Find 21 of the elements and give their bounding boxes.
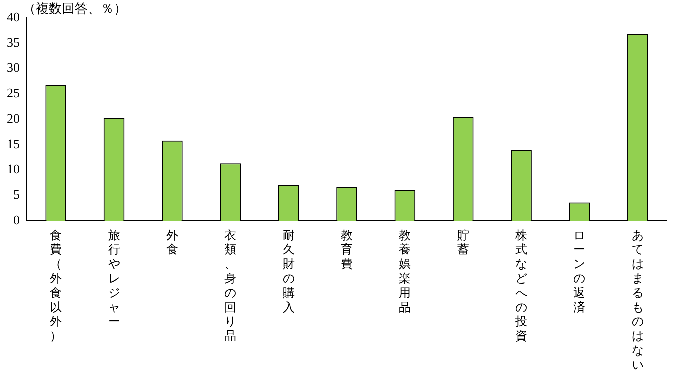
y-tick-label: 10: [7, 162, 20, 177]
x-tick-label: 貯蓄: [457, 228, 470, 257]
y-tick-label: 40: [7, 9, 20, 24]
x-tick-label: 旅行やレジャー: [108, 228, 120, 329]
y-tick-label: 5: [14, 187, 20, 202]
x-tick-label: 食費（外食以外）: [50, 228, 62, 344]
y-tick-label: 0: [14, 212, 20, 228]
y-tick-label: 15: [7, 136, 20, 152]
y-axis-title: （複数回答、％）: [23, 2, 127, 17]
category-label: あてはまるものはない: [632, 228, 644, 372]
y-tick-label: 25: [7, 86, 20, 101]
x-tick-label: 外食: [166, 228, 178, 257]
x-tick-label: 教育費: [341, 228, 353, 272]
x-tick-label: 耐久財の購入: [282, 228, 295, 314]
y-tick-label: 35: [7, 34, 20, 50]
x-tick-label: 衣類、身の回り品: [224, 228, 237, 344]
y-tick-label: 30: [7, 60, 20, 76]
x-tick-label: 教養娯楽用品: [399, 228, 412, 314]
y-tick-label: 20: [7, 110, 20, 126]
x-tick-label: 株式などへの投資: [514, 228, 528, 344]
x-tick-label: ローンの返済: [574, 228, 586, 314]
